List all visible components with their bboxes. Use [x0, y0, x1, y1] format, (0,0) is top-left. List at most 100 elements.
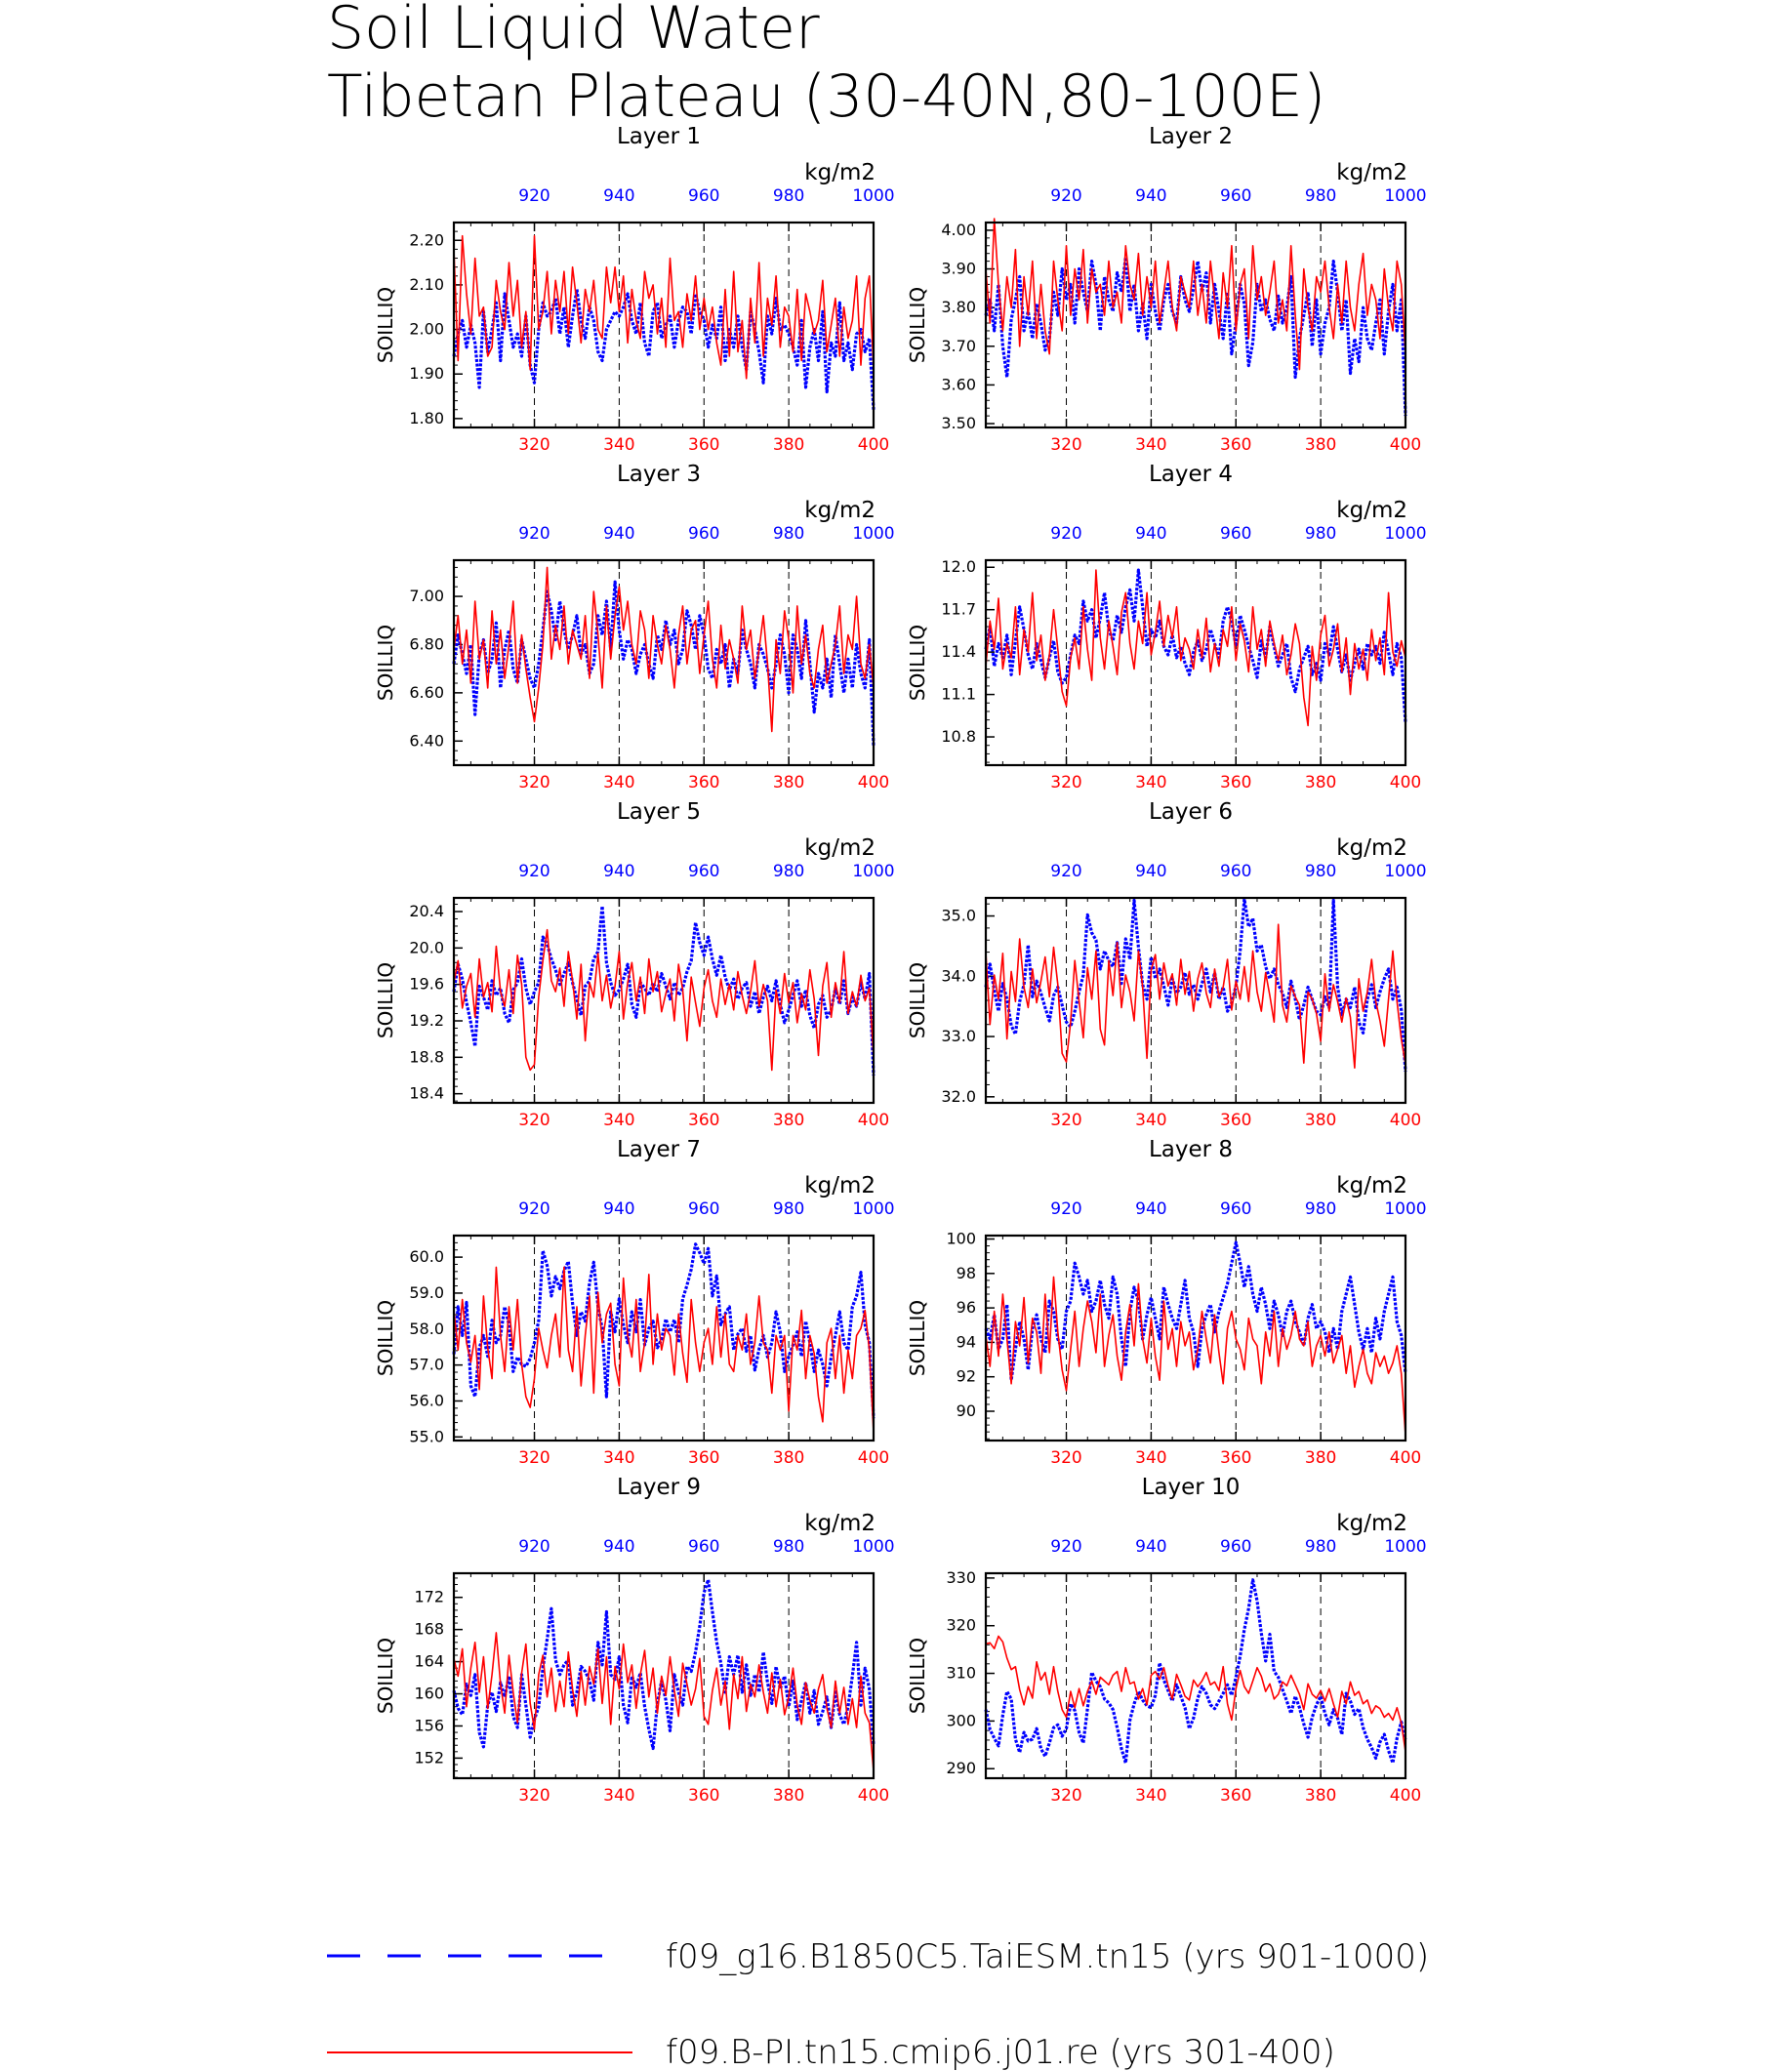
- units-label: kg/m2: [804, 160, 876, 185]
- x-tick-label-top: 980: [1305, 186, 1336, 206]
- x-tick-label-top: 960: [688, 1537, 719, 1557]
- x-tick-label-bottom: 360: [688, 1448, 719, 1468]
- x-tick-label-bottom: 400: [858, 1448, 889, 1468]
- x-tick-label-top: 940: [603, 1199, 634, 1219]
- y-tick-label: 18.8: [409, 1047, 444, 1066]
- x-tick-label-bottom: 340: [603, 1448, 634, 1468]
- y-axis-label: SOILLIQ: [906, 1300, 929, 1376]
- y-axis-label: SOILLIQ: [374, 287, 397, 363]
- panel-title: Layer 7: [617, 1137, 701, 1162]
- plot-frame: [984, 558, 1407, 767]
- series-line-blue: [452, 1577, 876, 1751]
- x-tick-label-bottom: 320: [1050, 773, 1081, 792]
- x-tick-label-bottom: 320: [1050, 1786, 1081, 1806]
- panel-grid: Layer 1 kg/m2 SOILLIQ 320 340 360 380 400 920 940…: [374, 124, 1427, 1806]
- x-tick-label-bottom: 360: [1220, 773, 1251, 792]
- x-tick-label-bottom: 360: [1220, 1786, 1251, 1806]
- panel-layer-4: Layer 4 kg/m2 SOILLIQ 320 340 360 380 400 920 940…: [906, 462, 1427, 792]
- plot-frame: [984, 221, 1407, 429]
- y-tick-label: 152: [414, 1748, 444, 1766]
- x-tick-label-bottom: 400: [1390, 773, 1421, 792]
- x-tick-label-bottom: 380: [773, 773, 804, 792]
- x-tick-label-top: 960: [688, 1199, 719, 1219]
- x-tick-label-bottom: 400: [1390, 1448, 1421, 1468]
- panel-layer-2: Layer 2 kg/m2 SOILLIQ 320 340 360 380 400 920 940…: [906, 124, 1427, 455]
- x-tick-label-bottom: 340: [1135, 1111, 1166, 1130]
- x-tick-label-bottom: 380: [1305, 1786, 1336, 1806]
- panel-layer-7: Layer 7 kg/m2 SOILLIQ 320 340 360 380 400 920 940…: [374, 1137, 895, 1468]
- y-tick-label: 10.8: [941, 727, 976, 746]
- x-tick-label-top: 920: [518, 862, 550, 881]
- y-tick-label: 59.0: [409, 1283, 444, 1302]
- x-tick-label-top: 960: [688, 862, 719, 881]
- x-tick-label-top: 960: [1220, 186, 1251, 206]
- x-tick-label-bottom: 320: [518, 1448, 550, 1468]
- series-line-red: [453, 234, 875, 380]
- x-tick-label-bottom: 380: [773, 1448, 804, 1468]
- y-tick-label: 164: [414, 1652, 444, 1671]
- x-tick-label-top: 940: [1135, 524, 1166, 544]
- y-tick-label: 6.60: [409, 683, 444, 702]
- x-tick-label-bottom: 340: [603, 435, 634, 455]
- x-tick-label-bottom: 380: [1305, 1111, 1336, 1130]
- panel-layer-1: Layer 1 kg/m2 SOILLIQ 320 340 360 380 400 920 940…: [374, 124, 895, 455]
- panel-title: Layer 2: [1149, 124, 1233, 149]
- x-tick-label-top: 980: [1305, 1537, 1336, 1557]
- units-label: kg/m2: [1336, 835, 1407, 861]
- x-tick-label-bottom: 340: [1135, 1786, 1166, 1806]
- panel-title: Layer 1: [617, 124, 701, 149]
- x-tick-label-top: 920: [1050, 1199, 1081, 1219]
- panel-layer-10: Layer 10 kg/m2 SOILLIQ 320 340 360 380 400 920 94…: [906, 1475, 1427, 1806]
- plot-frame: [452, 221, 876, 429]
- x-tick-label-bottom: 400: [858, 1111, 889, 1130]
- series-line-blue: [452, 287, 876, 410]
- x-tick-label-top: 980: [1305, 862, 1336, 881]
- x-tick-label-bottom: 360: [688, 1111, 719, 1130]
- y-tick-label: 7.00: [409, 587, 444, 605]
- y-axis-label: SOILLIQ: [374, 1638, 397, 1714]
- y-axis-label: SOILLIQ: [906, 1638, 929, 1714]
- x-tick-label-top: 960: [688, 186, 719, 206]
- x-tick-label-top: 980: [773, 524, 804, 544]
- y-axis-label: SOILLIQ: [374, 962, 397, 1038]
- series-line-red: [985, 1635, 1406, 1752]
- x-tick-label-top: 920: [1050, 862, 1081, 881]
- y-tick-label: 34.0: [941, 966, 976, 985]
- y-tick-label: 3.80: [941, 298, 976, 316]
- figure-title-line2: Tibetan Plateau (30-40N,80-100E): [327, 62, 1325, 131]
- x-tick-label-top: 1000: [1384, 1199, 1426, 1219]
- y-tick-label: 156: [414, 1716, 444, 1734]
- x-tick-label-bottom: 360: [1220, 435, 1251, 455]
- x-tick-label-bottom: 320: [1050, 1448, 1081, 1468]
- y-tick-label: 92: [957, 1367, 976, 1386]
- x-tick-label-top: 980: [1305, 1199, 1336, 1219]
- series-line-blue: [984, 897, 1407, 1073]
- y-tick-label: 11.1: [941, 685, 976, 704]
- x-tick-label-top: 1000: [1384, 186, 1426, 206]
- x-tick-label-top: 980: [1305, 524, 1336, 544]
- y-tick-label: 19.2: [409, 1011, 444, 1030]
- y-tick-label: 57.0: [409, 1356, 444, 1374]
- figure-title-line1: Soil Liquid Water: [327, 0, 820, 62]
- y-tick-label: 2.10: [409, 275, 444, 294]
- y-tick-label: 1.90: [409, 364, 444, 383]
- panel-title: Layer 9: [617, 1475, 701, 1500]
- legend: f09_g16.B1850C5.TaiESM.tn15 (yrs 901-100…: [327, 1937, 1429, 2071]
- y-tick-label: 320: [946, 1616, 976, 1635]
- plot-frame: [984, 896, 1407, 1105]
- legend-label-red: f09.B-PI.tn15.cmip6.j01.re (yrs 301-400): [666, 2033, 1335, 2071]
- x-tick-label-top: 920: [1050, 524, 1081, 544]
- units-label: kg/m2: [804, 1173, 876, 1198]
- panel-title: Layer 8: [1149, 1137, 1233, 1162]
- y-axis-label: SOILLIQ: [906, 625, 929, 701]
- x-tick-label-bottom: 400: [858, 1786, 889, 1806]
- x-tick-label-bottom: 380: [773, 435, 804, 455]
- y-tick-label: 55.0: [409, 1427, 444, 1445]
- x-tick-label-top: 1000: [852, 1537, 894, 1557]
- plot-frame: [452, 558, 876, 767]
- x-tick-label-bottom: 320: [1050, 435, 1081, 455]
- series-line-blue: [984, 1240, 1407, 1382]
- panel-title: Layer 5: [617, 799, 701, 825]
- y-tick-label: 20.4: [409, 902, 444, 920]
